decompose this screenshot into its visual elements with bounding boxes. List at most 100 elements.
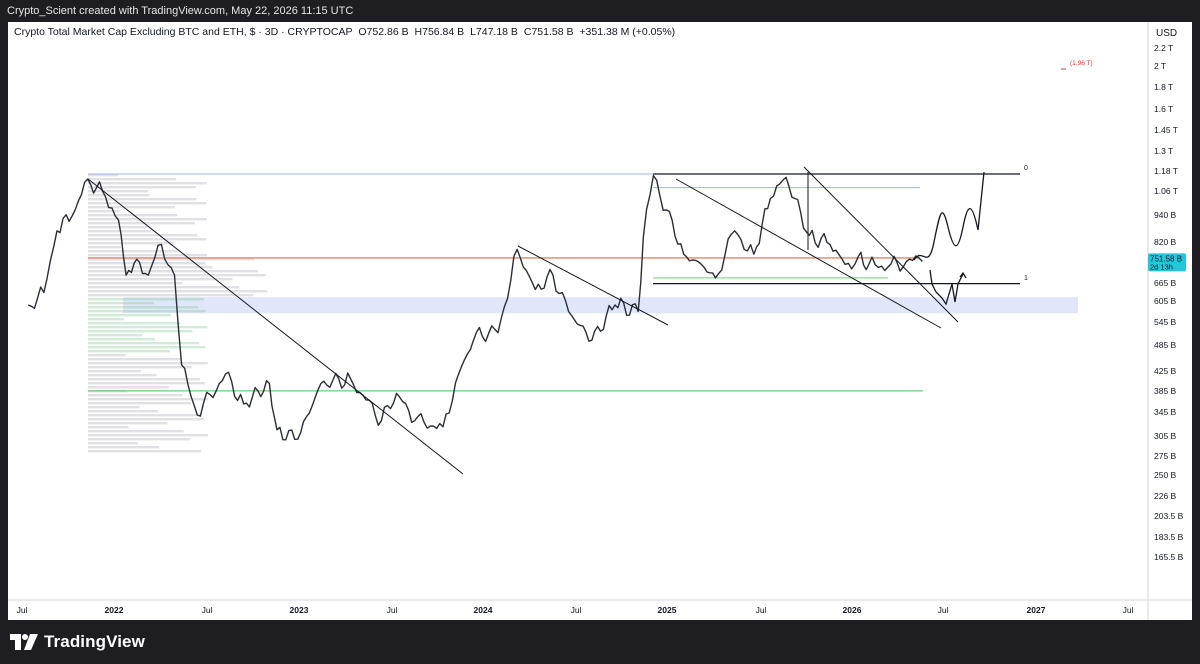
y-tick-label: 250 B: [1154, 470, 1177, 480]
projection-path-lower: [929, 269, 964, 306]
symbol-legend: Crypto Total Market Cap Excluding BTC an…: [14, 26, 678, 38]
y-tick-label: 275 B: [1154, 451, 1177, 461]
y-tick-label: 1.3 T: [1154, 146, 1173, 156]
y-tick-label: 1.6 T: [1154, 104, 1173, 114]
volume-profile-bar: [88, 206, 175, 209]
volume-profile-bar: [88, 446, 160, 449]
volume-profile-bar: [88, 354, 126, 357]
volume-profile-bar: [88, 242, 174, 245]
volume-profile-bar: [88, 310, 206, 313]
volume-profile-bar: [88, 238, 207, 241]
x-tick-label: 2027: [1027, 605, 1046, 615]
y-tick-label: 1.18 T: [1154, 166, 1178, 176]
y-tick-label: 820 B: [1154, 237, 1177, 247]
volume-profile-bar: [88, 178, 176, 181]
tradingview-logo-icon: [10, 634, 38, 650]
trendline-2025: [675, 178, 942, 329]
volume-profile-bar: [88, 374, 157, 377]
attribution-text: Crypto_Scient created with TradingView.c…: [7, 5, 354, 17]
volume-profile-bar: [88, 286, 240, 289]
y-tick-label: 605 B: [1154, 296, 1177, 306]
volume-profile-bar: [88, 318, 125, 321]
target-label: (1.96 T): [1070, 60, 1093, 67]
volume-profile-bar: [88, 426, 129, 429]
volume-profile-bar: [88, 418, 205, 421]
y-tick-label: 665 B: [1154, 278, 1177, 288]
current-price-badge: [1148, 253, 1186, 272]
current-price-value: 751.58 B: [1150, 254, 1182, 263]
y-tick-label: 545 B: [1154, 317, 1177, 327]
y-tick-label: 1.06 T: [1154, 186, 1178, 196]
ohlc-change: +351.38 M (+0.05%): [579, 26, 676, 38]
y-tick-label: 1.8 T: [1154, 82, 1173, 92]
x-tick-label: 2022: [105, 605, 124, 615]
x-tick-label: Jul: [571, 605, 582, 615]
volume-profile-bar: [88, 278, 233, 281]
volume-profile-bar: [88, 450, 202, 453]
x-tick-label: 2025: [658, 605, 677, 615]
volume-profile-bar: [88, 294, 254, 297]
fib-label-1: 1: [1024, 275, 1028, 282]
y-tick-label: 165.5 B: [1154, 552, 1184, 562]
volume-profile-bar: [88, 362, 208, 365]
y-tick-label: 203.5 B: [1154, 511, 1184, 521]
y-tick-label: 226 B: [1154, 491, 1177, 501]
volume-profile-bar: [88, 326, 208, 329]
volume-profile-bar: [88, 302, 154, 305]
volume-profile-bar: [88, 306, 199, 309]
volume-profile-bar: [88, 250, 179, 253]
volume-profile-bar: [88, 442, 138, 445]
tradingview-logo[interactable]: TradingView: [10, 631, 145, 653]
x-tick-label: Jul: [1123, 605, 1134, 615]
volume-profile-bar: [88, 218, 207, 221]
y-tick-label: 305 B: [1154, 431, 1177, 441]
y-tick-label: 2 T: [1154, 61, 1166, 71]
volume-profile-bar: [88, 422, 168, 425]
x-tick-label: 2024: [474, 605, 493, 615]
projection-path-upper: [913, 171, 985, 261]
y-tick-label: 345 B: [1154, 407, 1177, 417]
volume-profile-bar: [88, 350, 170, 353]
volume-profile-bar: [88, 266, 213, 269]
volume-profile-bar: [88, 190, 149, 193]
volume-profile-bar: [88, 434, 208, 437]
volume-profile-bar: [88, 314, 172, 317]
volume-profile-bar: [88, 282, 183, 285]
currency-label[interactable]: USD: [1156, 28, 1178, 39]
volume-profile-bar: [88, 370, 141, 373]
y-tick-label: 425 B: [1154, 366, 1177, 376]
trendline-2022: [87, 178, 464, 475]
volume-profile-bar: [88, 198, 197, 201]
x-tick-label: Jul: [202, 605, 213, 615]
x-tick-label: Jul: [756, 605, 767, 615]
volume-profile-bar: [88, 226, 147, 229]
ohlc-high: H756.84 B: [414, 26, 465, 38]
volume-profile-bar: [88, 194, 150, 197]
attribution-bar: Crypto_Scient created with TradingView.c…: [0, 0, 1200, 22]
support-zone: [123, 297, 1078, 314]
volume-profile-bar: [88, 230, 151, 233]
volume-profile-bar: [88, 382, 205, 385]
current-price-countdown: 2d 13h: [1150, 262, 1173, 271]
trendline-2024: [517, 245, 669, 326]
volume-profile-bar: [88, 214, 178, 217]
volume-profile-bar: [88, 402, 191, 405]
volume-profile-bar: [88, 366, 192, 369]
volume-profile-bar: [88, 334, 143, 337]
volume-profile-bar: [88, 338, 156, 341]
symbol-title[interactable]: Crypto Total Market Cap Excluding BTC an…: [14, 26, 353, 38]
chart-canvas[interactable]: 0 1 (1.96 T) 2.2 T 2 T 1.8 T 1.6 T 1.45 T 1.3 T 1…: [8, 22, 1192, 620]
volume-profile-bar: [88, 202, 207, 205]
y-tick-label: 485 B: [1154, 340, 1177, 350]
chart-frame[interactable]: 0 1 (1.96 T) 2.2 T 2 T 1.8 T 1.6 T 1.45 T 1.3 T 1…: [8, 22, 1192, 620]
price-line: [27, 174, 923, 441]
volume-profile-bar: [88, 410, 158, 413]
ohlc-close: C751.58 B: [523, 26, 574, 38]
volume-profile-bar: [88, 254, 208, 257]
x-tick-label: Jul: [17, 605, 28, 615]
volume-profile-bar: [88, 342, 200, 345]
volume-profile-bar: [88, 386, 169, 389]
volume-profile-bar: [88, 246, 122, 249]
volume-profile-bar: [88, 398, 208, 401]
volume-profile-bar: [88, 322, 181, 325]
